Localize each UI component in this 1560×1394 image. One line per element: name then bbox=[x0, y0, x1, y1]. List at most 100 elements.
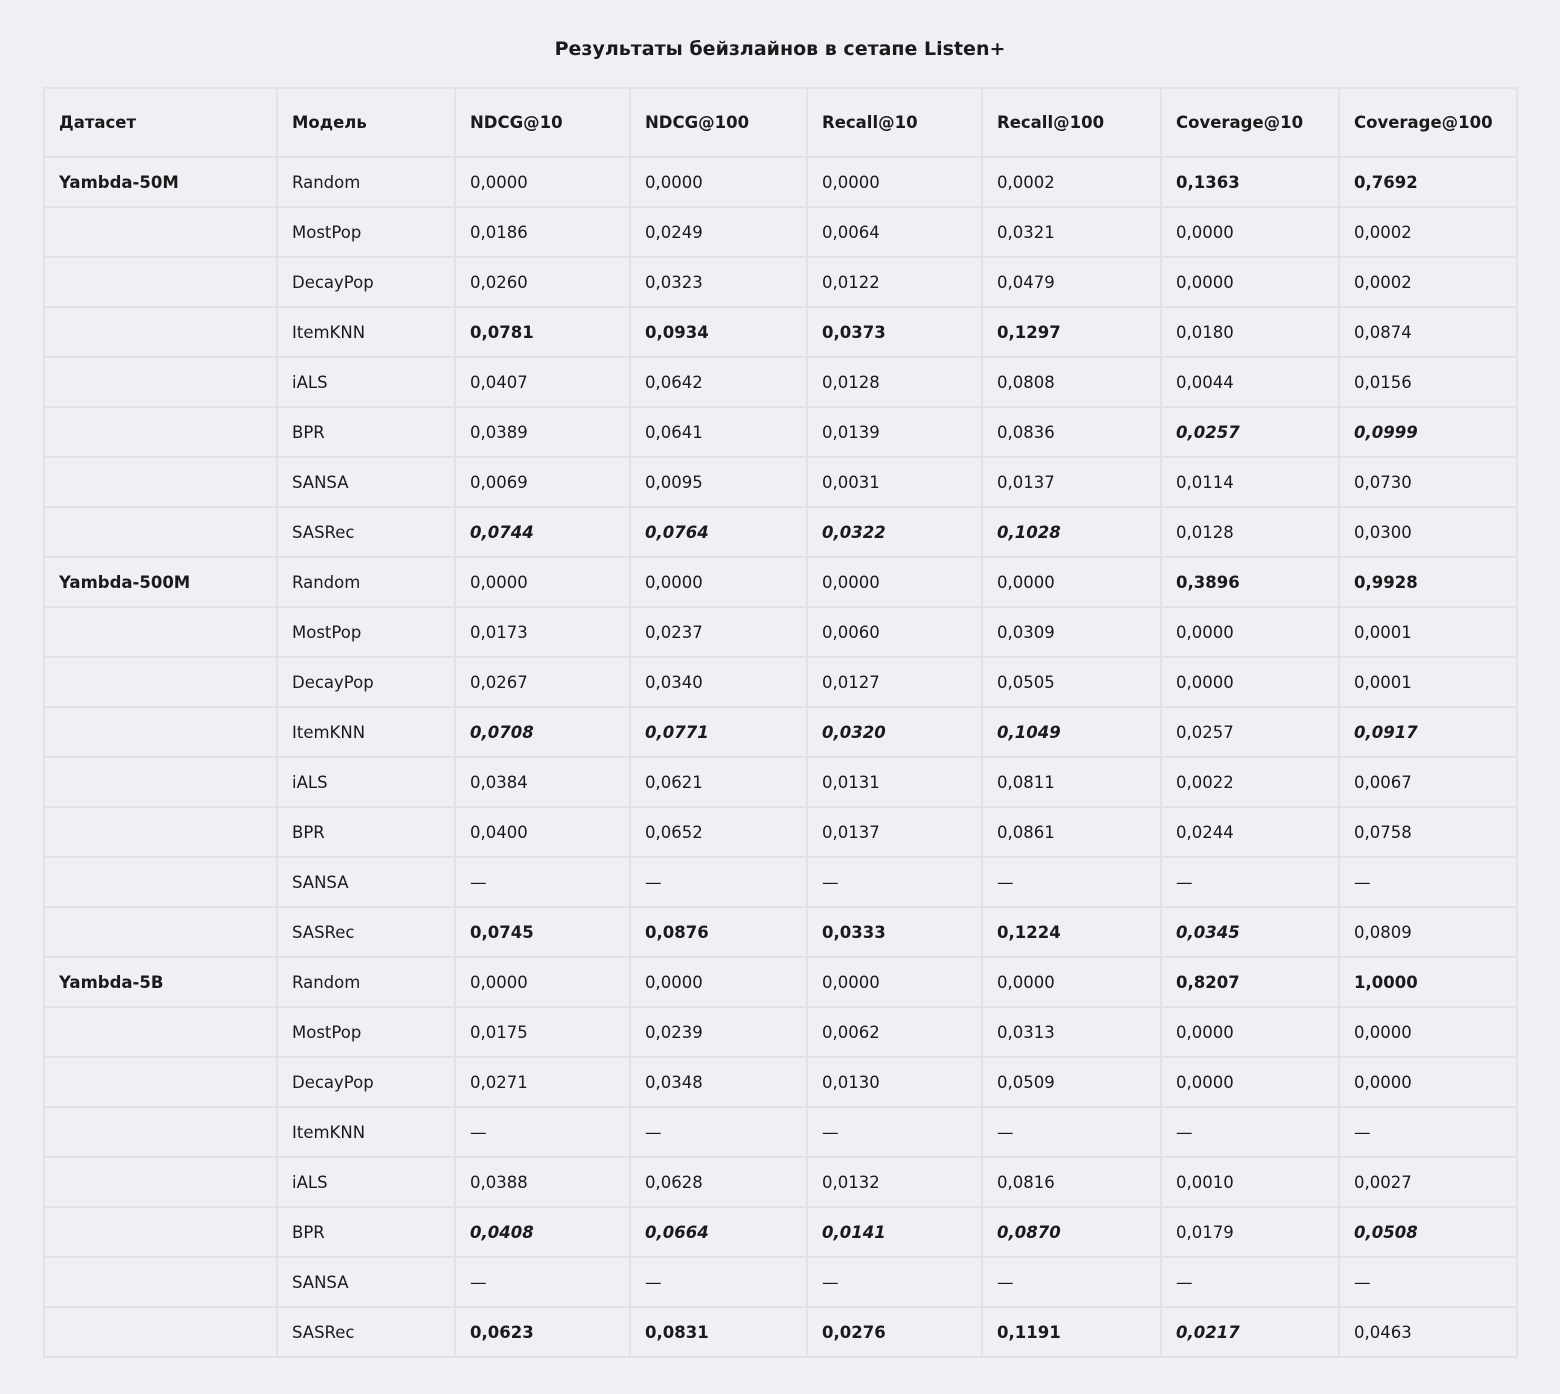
metric-cell: 0,0000 bbox=[1160, 256, 1340, 308]
metric-cell: 0,0323 bbox=[629, 256, 808, 308]
metric-cell: 0,0137 bbox=[981, 456, 1162, 508]
dataset-cell bbox=[43, 806, 278, 858]
metric-cell: — bbox=[1160, 1106, 1340, 1158]
metric-cell: 0,3896 bbox=[1160, 556, 1340, 608]
metric-cell: 0,0000 bbox=[806, 956, 983, 1008]
metric-cell: 0,0000 bbox=[1338, 1006, 1518, 1058]
table-row: iALS 0,0384 0,0621 0,0131 0,0811 0,0022 0,0067 bbox=[43, 756, 1518, 808]
metric-cell: 0,0000 bbox=[454, 556, 631, 608]
table-row: iALS 0,0407 0,0642 0,0128 0,0808 0,0044 0,0156 bbox=[43, 356, 1518, 408]
table-row: SASRec 0,0745 0,0876 0,0333 0,1224 0,0345 0,08… bbox=[43, 906, 1518, 958]
dataset-cell bbox=[43, 1256, 278, 1308]
metric-cell: 0,0031 bbox=[806, 456, 983, 508]
column-header: Модель bbox=[276, 87, 456, 158]
metric-cell: 0,0000 bbox=[1338, 1056, 1518, 1108]
metric-cell: 0,0384 bbox=[454, 756, 631, 808]
metric-cell: — bbox=[1338, 1256, 1518, 1308]
metric-cell: — bbox=[629, 1256, 808, 1308]
metric-cell: 0,0479 bbox=[981, 256, 1162, 308]
metric-cell: 0,0340 bbox=[629, 656, 808, 708]
column-header: Coverage@100 bbox=[1338, 87, 1518, 158]
dataset-cell bbox=[43, 756, 278, 808]
table-row: ItemKNN 0,0781 0,0934 0,0373 0,1297 0,0180 0,0… bbox=[43, 306, 1518, 358]
metric-cell: — bbox=[981, 1106, 1162, 1158]
results-table: Датасет Модель NDCG@10 NDCG@100 Recall@10 Rec… bbox=[43, 87, 1518, 1358]
model-cell: MostPop bbox=[276, 206, 456, 258]
metric-cell: 0,0321 bbox=[981, 206, 1162, 258]
model-cell: BPR bbox=[276, 406, 456, 458]
dataset-cell bbox=[43, 456, 278, 508]
metric-cell: 0,0000 bbox=[629, 556, 808, 608]
model-cell: Random bbox=[276, 956, 456, 1008]
metric-cell: 0,0022 bbox=[1160, 756, 1340, 808]
metric-cell: 0,0408 bbox=[454, 1206, 631, 1258]
model-cell: iALS bbox=[276, 1156, 456, 1208]
metric-cell: 0,9928 bbox=[1338, 556, 1518, 608]
table-row: Yambda-50M Random 0,0000 0,0000 0,0000 0,0002… bbox=[43, 156, 1518, 208]
column-header: NDCG@10 bbox=[454, 87, 631, 158]
metric-cell: 0,0001 bbox=[1338, 606, 1518, 658]
metric-cell: 0,0333 bbox=[806, 906, 983, 958]
metric-cell: — bbox=[981, 856, 1162, 908]
table-row: SANSA 0,0069 0,0095 0,0031 0,0137 0,0114 0,073… bbox=[43, 456, 1518, 508]
metric-cell: 0,0781 bbox=[454, 306, 631, 358]
metric-cell: 0,0002 bbox=[1338, 206, 1518, 258]
metric-cell: 0,0000 bbox=[1160, 206, 1340, 258]
dataset-cell bbox=[43, 1006, 278, 1058]
model-cell: iALS bbox=[276, 756, 456, 808]
metric-cell: 0,1191 bbox=[981, 1306, 1162, 1358]
table-body: Yambda-50M Random 0,0000 0,0000 0,0000 0,0002… bbox=[43, 156, 1518, 1358]
metric-cell: 0,0257 bbox=[1160, 706, 1340, 758]
metric-cell: 0,0508 bbox=[1338, 1206, 1518, 1258]
metric-cell: 0,0139 bbox=[806, 406, 983, 458]
metric-cell: 0,0874 bbox=[1338, 306, 1518, 358]
metric-cell: 0,0816 bbox=[981, 1156, 1162, 1208]
metric-cell: — bbox=[981, 1256, 1162, 1308]
metric-cell: 0,0271 bbox=[454, 1056, 631, 1108]
metric-cell: 0,0137 bbox=[806, 806, 983, 858]
metric-cell: 0,0730 bbox=[1338, 456, 1518, 508]
metric-cell: — bbox=[806, 856, 983, 908]
dataset-cell bbox=[43, 1306, 278, 1358]
metric-cell: 0,1224 bbox=[981, 906, 1162, 958]
metric-cell: 0,0044 bbox=[1160, 356, 1340, 408]
metric-cell: 0,0131 bbox=[806, 756, 983, 808]
column-header: Датасет bbox=[43, 87, 278, 158]
metric-cell: 0,0621 bbox=[629, 756, 808, 808]
metric-cell: 0,0267 bbox=[454, 656, 631, 708]
metric-cell: 0,0001 bbox=[1338, 656, 1518, 708]
table-row: MostPop 0,0175 0,0239 0,0062 0,0313 0,0000 0,0… bbox=[43, 1006, 1518, 1058]
page-title: Результаты бейзлайнов в сетапе Listen+ bbox=[554, 38, 1006, 60]
table-row: iALS 0,0388 0,0628 0,0132 0,0816 0,0010 0,0027 bbox=[43, 1156, 1518, 1208]
dataset-cell bbox=[43, 1106, 278, 1158]
metric-cell: 0,1049 bbox=[981, 706, 1162, 758]
model-cell: ItemKNN bbox=[276, 306, 456, 358]
model-cell: MostPop bbox=[276, 606, 456, 658]
dataset-cell bbox=[43, 656, 278, 708]
model-cell: SANSA bbox=[276, 1256, 456, 1308]
metric-cell: 0,0000 bbox=[454, 956, 631, 1008]
metric-cell: — bbox=[806, 1106, 983, 1158]
metric-cell: 0,0345 bbox=[1160, 906, 1340, 958]
table-row: Yambda-500M Random 0,0000 0,0000 0,0000 0,000… bbox=[43, 556, 1518, 608]
metric-cell: 0,0027 bbox=[1338, 1156, 1518, 1208]
metric-cell: — bbox=[1160, 1256, 1340, 1308]
table-row: ItemKNN — — — — — — bbox=[43, 1106, 1518, 1158]
metric-cell: 0,0000 bbox=[629, 956, 808, 1008]
model-cell: ItemKNN bbox=[276, 1106, 456, 1158]
dataset-cell bbox=[43, 1206, 278, 1258]
metric-cell: 0,0132 bbox=[806, 1156, 983, 1208]
table-row: SANSA — — — — — — bbox=[43, 1256, 1518, 1308]
table-row: MostPop 0,0173 0,0237 0,0060 0,0309 0,0000 0,0… bbox=[43, 606, 1518, 658]
metric-cell: 0,0127 bbox=[806, 656, 983, 708]
metric-cell: 0,0095 bbox=[629, 456, 808, 508]
metric-cell: 0,0322 bbox=[806, 506, 983, 558]
dataset-cell bbox=[43, 306, 278, 358]
metric-cell: 0,0300 bbox=[1338, 506, 1518, 558]
metric-cell: 0,0000 bbox=[454, 156, 631, 208]
model-cell: SANSA bbox=[276, 456, 456, 508]
dataset-cell bbox=[43, 856, 278, 908]
metric-cell: 0,0064 bbox=[806, 206, 983, 258]
model-cell: DecayPop bbox=[276, 256, 456, 308]
metric-cell: — bbox=[454, 856, 631, 908]
